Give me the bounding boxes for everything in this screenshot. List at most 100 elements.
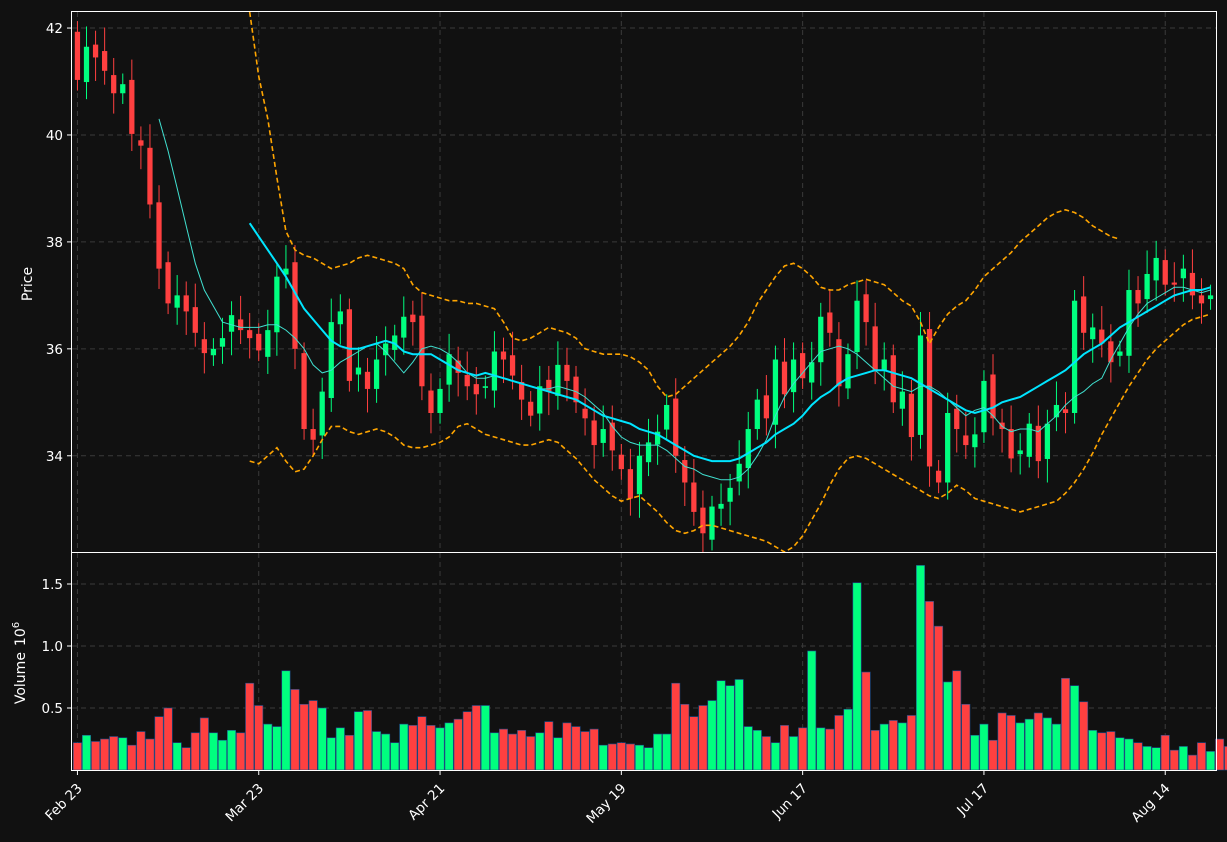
volume-bar [798, 727, 808, 771]
volume-bar [462, 711, 472, 771]
volume-bar [1160, 734, 1170, 771]
candle-body [618, 454, 624, 470]
volume-bar [952, 670, 962, 771]
candle-body [219, 338, 226, 347]
volume-bar [580, 731, 590, 771]
volume-bar [743, 726, 753, 771]
candle-body [945, 412, 951, 483]
candle-body [437, 388, 443, 413]
candle-body [926, 329, 933, 467]
candle-body [1117, 351, 1123, 356]
candle-body [1026, 423, 1032, 457]
candle-body [673, 398, 679, 456]
candle-body [373, 359, 380, 389]
candle-body [935, 470, 942, 483]
candle-body [446, 354, 452, 385]
candle-body [364, 371, 371, 389]
volume-bar [906, 715, 916, 771]
volume-bar [1015, 722, 1025, 771]
candle-body [283, 268, 289, 275]
volume-bar [236, 732, 246, 771]
candle-body [265, 330, 271, 357]
volume-bar [562, 722, 572, 771]
candle-body [500, 351, 507, 360]
candle-body [74, 31, 81, 80]
volume-bar [925, 601, 935, 771]
candle-body [1180, 268, 1186, 279]
upper-band-line [248, 12, 1121, 398]
volume-bar [1115, 737, 1125, 771]
volume-bar [607, 743, 617, 771]
volume-bar [118, 737, 128, 771]
volume-bar [1124, 738, 1134, 771]
candle-body [990, 374, 996, 419]
candle-body [772, 359, 779, 425]
candle-body [1053, 404, 1060, 418]
candle-body [455, 360, 461, 373]
candle-body [301, 353, 307, 430]
volume-bar [1215, 738, 1225, 771]
candle-body [709, 506, 715, 540]
candle-body [627, 469, 634, 499]
volume-bar [109, 736, 119, 771]
candle-body [1062, 409, 1069, 413]
volume-bar [653, 733, 663, 771]
volume-bar [317, 707, 327, 771]
volume-bars [72, 565, 1227, 771]
candle-body [555, 364, 561, 396]
volume-panel-frame [71, 552, 1217, 771]
volume-bar [344, 734, 354, 771]
candle-body [691, 482, 697, 512]
volume-bar [897, 722, 907, 771]
volume-bar [426, 725, 436, 771]
candle-body [174, 295, 180, 308]
volume-bar [218, 739, 227, 771]
candle-body [664, 404, 670, 430]
candle-body [1035, 425, 1041, 462]
volume-bar [997, 712, 1007, 771]
volume-axis-label-text: Volume [13, 652, 29, 704]
volume-bar [870, 730, 880, 771]
candle-body [1108, 341, 1114, 363]
volume-bar [616, 742, 626, 771]
volume-bar [698, 705, 708, 771]
candle-body [138, 140, 144, 146]
volume-bar [634, 744, 644, 771]
candle-body [83, 46, 90, 83]
volume-bar [181, 747, 191, 771]
candle-body [754, 399, 760, 430]
candle-body [546, 379, 552, 392]
volume-bar [598, 744, 608, 771]
volume-bar [390, 742, 400, 771]
volume-bar [689, 716, 699, 771]
candle-body [827, 312, 833, 333]
candle-body [899, 391, 905, 409]
volume-axis-label: Volume 106 [11, 622, 29, 704]
price-y-ticks: 34 36 38 40 42 [46, 21, 72, 465]
volume-bar [172, 742, 182, 771]
candle-body [863, 294, 869, 323]
candle-body [600, 429, 606, 443]
volume-bar [489, 732, 499, 771]
volume-bar [625, 743, 635, 771]
candle-body [1207, 295, 1214, 300]
volume-bar [843, 708, 853, 771]
candle-body [654, 431, 661, 445]
candle-body [383, 343, 389, 356]
volume-bar [254, 705, 264, 771]
volume-bar [825, 728, 835, 771]
volume-bar [363, 710, 372, 771]
price-candles [74, 21, 1214, 552]
lower-band-line [249, 313, 1211, 552]
volume-bar [1178, 746, 1188, 771]
volume-bar [1070, 685, 1080, 771]
candle-body [228, 315, 235, 332]
candle-body [464, 375, 470, 387]
volume-tick-label: 1.0 [42, 639, 63, 655]
volume-y-ticks: 0.5 1.0 1.5 [42, 577, 72, 717]
volume-bar [127, 744, 137, 771]
volume-bar [272, 726, 282, 771]
candle-body [274, 276, 280, 333]
volume-bar [725, 685, 735, 771]
volume-bar [1088, 730, 1098, 771]
